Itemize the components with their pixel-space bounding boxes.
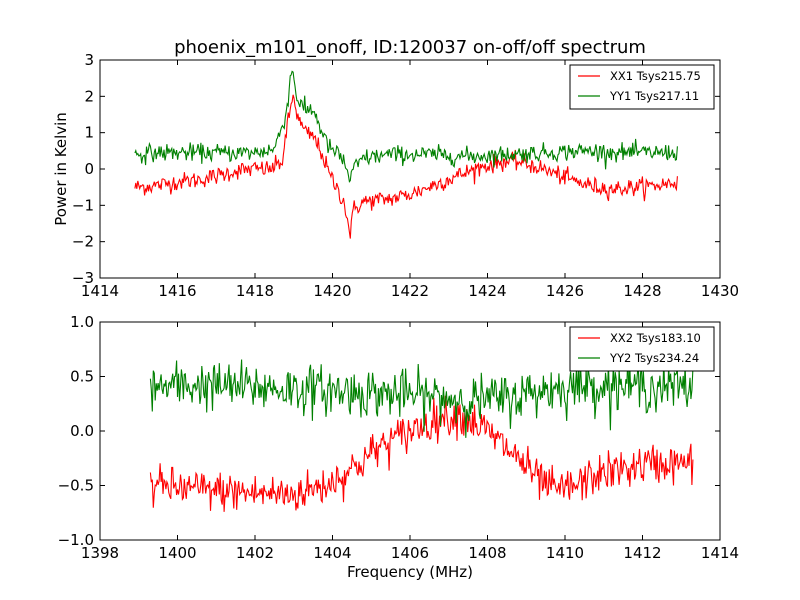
y-tick-label: 0.5 [70, 368, 94, 386]
y-tick-label: 1.0 [70, 313, 94, 331]
legend-label: YY2 Tsys234.24 [609, 351, 699, 365]
y-tick-label: 2 [84, 87, 94, 105]
x-tick-label: 1418 [236, 282, 274, 300]
series-line-xx1 [134, 94, 678, 239]
x-tick-label: 1424 [468, 282, 506, 300]
x-tick-label: 1420 [313, 282, 351, 300]
x-tick-label: 1400 [158, 544, 196, 562]
series-group [134, 70, 678, 239]
y-tick-label: −1.0 [58, 531, 94, 549]
x-tick-label: 1398 [81, 544, 119, 562]
y-tick-label: 3 [84, 51, 94, 69]
y-axis-label: Power in Kelvin [52, 112, 70, 226]
x-tick-label: 1430 [701, 282, 739, 300]
x-tick-label: 1402 [236, 544, 274, 562]
y-tick-label: −3 [72, 269, 94, 287]
y-tick-label: −2 [72, 233, 94, 251]
x-tick-label: 1422 [391, 282, 429, 300]
y-tick-label: −1 [72, 196, 94, 214]
legend-box [569, 64, 715, 110]
x-tick-label: 1404 [313, 544, 351, 562]
bottom-plot: 1398 1400 1402 1404 1406 1408 1410 1412 1414 1.0 0… [58, 313, 740, 562]
legend: XX2 Tsys183.10 YY2 Tsys234.24 [569, 326, 715, 372]
series-line-yy1 [134, 70, 678, 183]
x-tick-label: 1408 [468, 544, 506, 562]
y-tick-label: −0.5 [58, 477, 94, 495]
x-tick-label: 1412 [623, 544, 661, 562]
y-tick-label: 0.0 [70, 422, 94, 440]
y-tick-label: 0 [84, 160, 94, 178]
top-plot: 1414 1416 1418 1420 1422 1424 1426 1428 1430 3 2 1 0… [72, 51, 739, 300]
x-axis-label: Frequency (MHz) [347, 563, 473, 581]
series-group [149, 354, 694, 512]
legend-label: XX2 Tsys183.10 [610, 331, 701, 345]
x-tick-label: 1426 [546, 282, 584, 300]
chart-title: phoenix_m101_onoff, ID:120037 on-off/off… [174, 37, 646, 58]
x-tick-label: 1414 [81, 282, 119, 300]
y-tick-label: 1 [84, 124, 94, 142]
x-tick-label: 1406 [391, 544, 429, 562]
legend-box [569, 326, 715, 372]
x-tick-label: 1428 [623, 282, 661, 300]
series-line-yy2 [149, 354, 694, 438]
x-tick-label: 1416 [158, 282, 196, 300]
series-line-xx2 [149, 395, 694, 512]
x-tick-label: 1414 [701, 544, 739, 562]
legend: XX1 Tsys215.75 YY1 Tsys217.11 [569, 64, 715, 110]
x-tick-label: 1410 [546, 544, 584, 562]
legend-label: YY1 Tsys217.11 [609, 89, 699, 103]
legend-label: XX1 Tsys215.75 [610, 69, 701, 83]
